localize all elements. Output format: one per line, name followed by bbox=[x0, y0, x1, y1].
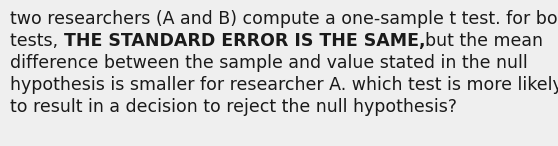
Text: to result in a decision to reject the null hypothesis?: to result in a decision to reject the nu… bbox=[10, 98, 457, 116]
Text: THE STANDARD ERROR IS THE SAME,: THE STANDARD ERROR IS THE SAME, bbox=[64, 32, 425, 50]
Text: difference between the sample and value stated in the null: difference between the sample and value … bbox=[10, 54, 528, 72]
Text: two researchers (A and B) compute a one-sample t test. for both: two researchers (A and B) compute a one-… bbox=[10, 10, 558, 28]
Text: hypothesis is smaller for researcher A. which test is more likely: hypothesis is smaller for researcher A. … bbox=[10, 76, 558, 94]
Text: tests,: tests, bbox=[10, 32, 64, 50]
Text: but the mean: but the mean bbox=[425, 32, 543, 50]
